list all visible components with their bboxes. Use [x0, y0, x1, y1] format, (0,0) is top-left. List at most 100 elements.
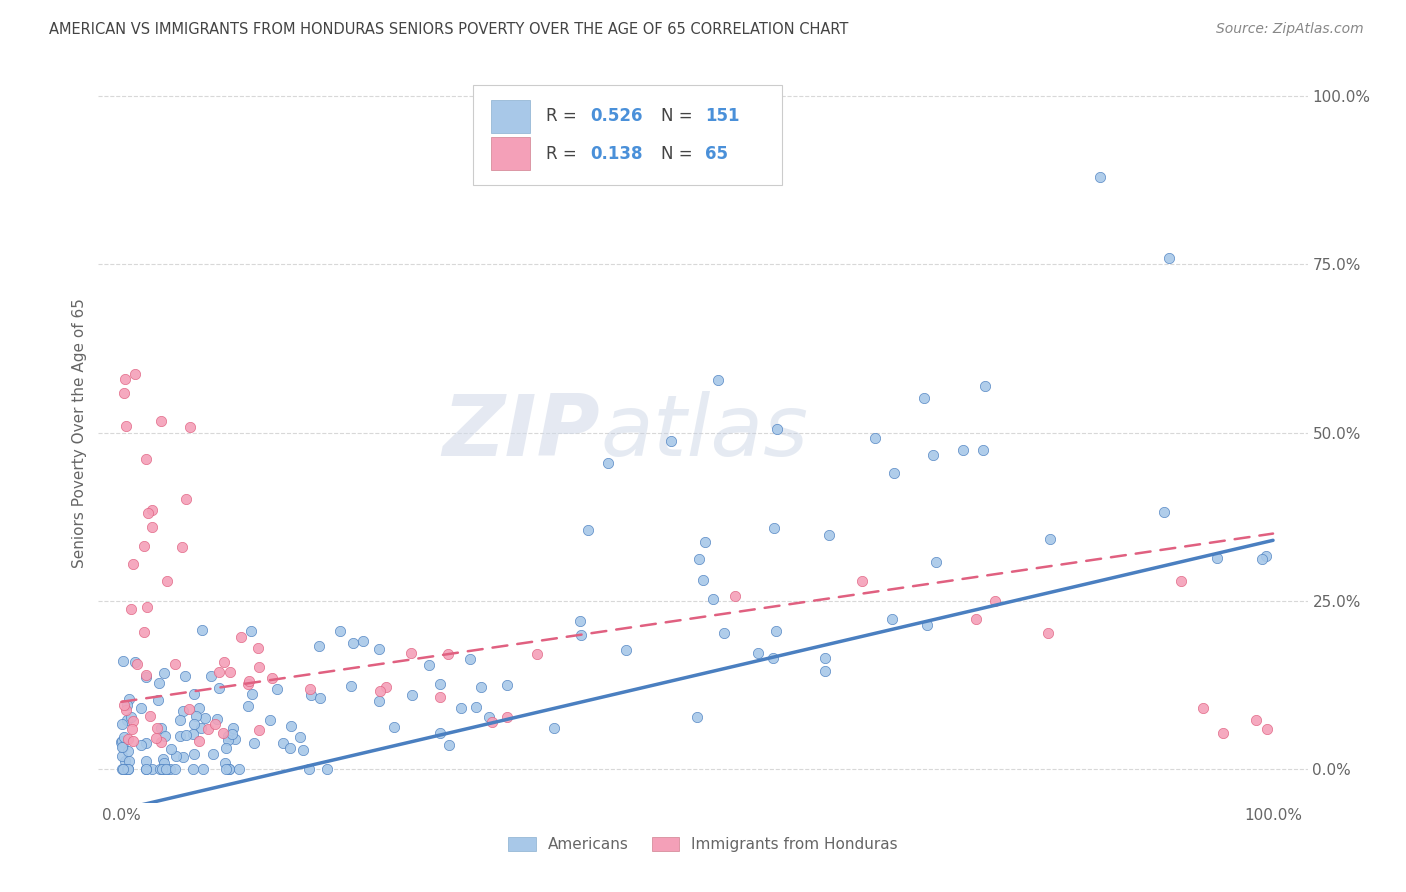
Point	[121, 734, 143, 748]
Point	[110, 762, 132, 776]
Point	[713, 626, 735, 640]
Point	[159, 762, 181, 776]
Point	[298, 762, 321, 776]
Point	[247, 723, 270, 738]
Text: N =: N =	[661, 145, 697, 162]
Point	[429, 677, 451, 691]
Point	[155, 762, 177, 776]
Point	[259, 713, 281, 727]
Point	[121, 722, 143, 736]
Point	[1212, 725, 1234, 739]
Point	[194, 711, 217, 725]
Point	[1039, 532, 1062, 546]
Point	[724, 589, 747, 603]
Point	[418, 658, 440, 673]
Text: 151: 151	[706, 108, 740, 126]
Point	[124, 368, 146, 382]
Point	[912, 391, 935, 405]
Point	[129, 738, 152, 752]
Point	[925, 555, 948, 569]
Point	[243, 736, 266, 750]
Point	[111, 654, 134, 668]
Point	[115, 702, 138, 716]
Point	[309, 690, 332, 705]
Point	[231, 630, 253, 644]
FancyBboxPatch shape	[492, 100, 530, 133]
Point	[141, 762, 163, 776]
Point	[135, 762, 157, 776]
Point	[110, 733, 132, 747]
Point	[163, 762, 186, 776]
Point	[122, 558, 145, 572]
Point	[183, 747, 205, 762]
Text: N =: N =	[661, 108, 697, 126]
Point	[880, 612, 903, 626]
Point	[481, 715, 503, 730]
Point	[183, 717, 205, 731]
Point	[280, 718, 302, 732]
Point	[218, 762, 240, 776]
Point	[221, 722, 243, 736]
Point	[135, 452, 157, 467]
Point	[368, 684, 391, 698]
Point	[179, 702, 201, 716]
Text: ZIP: ZIP	[443, 391, 600, 475]
Point	[135, 754, 157, 768]
Point	[399, 646, 422, 660]
Point	[212, 726, 235, 740]
Text: 0.138: 0.138	[591, 145, 643, 162]
Point	[236, 677, 259, 691]
Point	[115, 714, 138, 728]
Point	[208, 665, 231, 680]
Point	[183, 762, 205, 776]
Point	[125, 657, 148, 671]
Point	[139, 709, 162, 723]
Point	[974, 378, 997, 392]
Point	[308, 640, 330, 654]
Point	[174, 728, 197, 742]
Point	[1090, 169, 1112, 184]
FancyBboxPatch shape	[474, 85, 782, 185]
Point	[465, 700, 488, 714]
Point	[747, 646, 769, 660]
Point	[172, 750, 194, 764]
Point	[218, 762, 240, 776]
Point	[202, 747, 225, 762]
Point	[382, 720, 405, 734]
Point	[150, 721, 173, 735]
Point	[110, 739, 132, 754]
Point	[115, 762, 138, 776]
Point	[1256, 722, 1278, 736]
Point	[152, 752, 174, 766]
Point	[271, 736, 294, 750]
Point	[214, 756, 236, 771]
Point	[146, 693, 169, 707]
Point	[429, 690, 451, 704]
Point	[145, 731, 167, 746]
Point	[219, 665, 242, 679]
Point	[160, 742, 183, 756]
Point	[188, 700, 211, 714]
Text: 0.526: 0.526	[591, 108, 643, 126]
Point	[813, 664, 835, 678]
Point	[762, 521, 785, 535]
Text: AMERICAN VS IMMIGRANTS FROM HONDURAS SENIORS POVERTY OVER THE AGE OF 65 CORRELAT: AMERICAN VS IMMIGRANTS FROM HONDURAS SEN…	[49, 22, 849, 37]
Point	[145, 722, 167, 736]
Point	[170, 540, 193, 554]
Point	[266, 681, 288, 696]
Point	[1256, 549, 1278, 564]
Point	[135, 762, 157, 776]
Point	[247, 641, 270, 656]
Point	[247, 660, 270, 674]
Point	[191, 624, 214, 638]
Point	[197, 723, 219, 737]
Point	[112, 698, 135, 712]
Point	[141, 503, 163, 517]
Point	[174, 492, 197, 507]
Text: R =: R =	[546, 145, 588, 162]
Point	[224, 731, 246, 746]
Point	[478, 710, 501, 724]
Point	[238, 674, 260, 689]
Y-axis label: Seniors Poverty Over the Age of 65: Seniors Poverty Over the Age of 65	[72, 298, 87, 567]
Point	[1153, 505, 1175, 519]
